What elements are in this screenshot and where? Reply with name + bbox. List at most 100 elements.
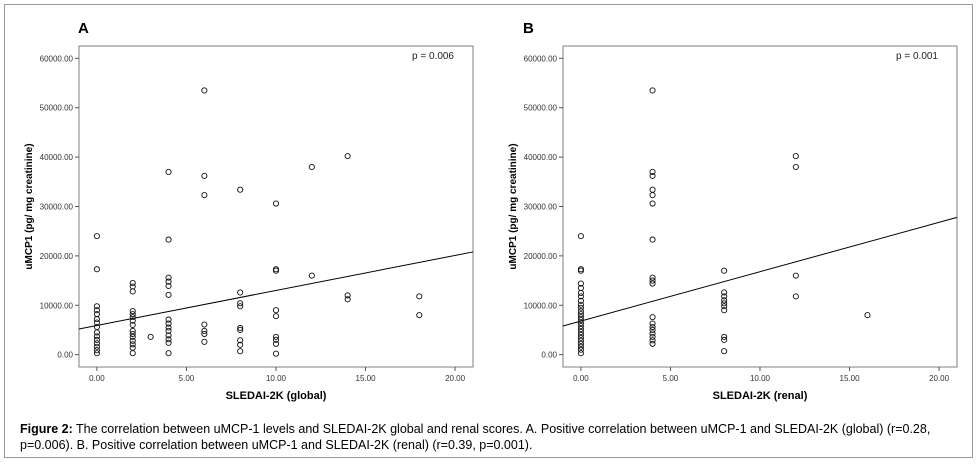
y-tick-label: 50000.00: [40, 104, 74, 113]
y-tick-label: 20000.00: [524, 252, 558, 261]
data-point: [129, 308, 136, 315]
data-point: [93, 303, 100, 310]
data-point: [577, 233, 584, 240]
y-tick-label: 40000.00: [524, 153, 558, 162]
data-point: [577, 317, 584, 324]
data-point: [201, 172, 208, 179]
data-point: [201, 330, 208, 337]
x-tick-label: 5.00: [179, 374, 195, 383]
data-point: [93, 319, 100, 326]
data-point: [237, 324, 244, 332]
data-point: [93, 350, 100, 357]
data-point: [165, 278, 172, 285]
data-point: [165, 327, 172, 334]
data-point: [93, 329, 100, 336]
data-point: [272, 267, 280, 274]
data-point: [649, 340, 656, 347]
data-point: [792, 293, 799, 300]
data-point: [165, 320, 172, 327]
data-point: [649, 186, 656, 193]
data-point: [272, 200, 280, 207]
data-point: [721, 336, 728, 343]
data-point: [237, 300, 244, 307]
data-point: [165, 291, 172, 298]
data-point: [721, 267, 728, 274]
plot-frame: [562, 45, 958, 368]
data-point: [649, 323, 656, 331]
y-axis-title: uMCP1 (pg/ mg creatinine): [24, 143, 35, 269]
data-point: [577, 304, 584, 311]
data-point: [93, 343, 100, 350]
data-point: [649, 274, 656, 281]
data-point: [237, 289, 244, 296]
data-point: [165, 339, 172, 346]
data-point: [416, 312, 423, 319]
data-point: [272, 313, 280, 320]
data-point: [165, 168, 172, 175]
data-point: [792, 272, 799, 279]
y-tick-label: 0.00: [541, 351, 557, 360]
data-point: [165, 332, 172, 339]
data-point: [165, 274, 172, 281]
figure-frame: [4, 4, 973, 458]
data-point: [272, 307, 280, 314]
data-point: [129, 350, 136, 357]
data-point: [649, 87, 656, 94]
p-value-annotation: p = 0.001: [896, 51, 938, 62]
data-point: [649, 333, 656, 340]
data-point: [577, 331, 584, 338]
x-tick-label: 20.00: [929, 374, 950, 383]
data-point: [792, 163, 799, 171]
data-point: [129, 314, 136, 321]
data-point: [577, 346, 584, 353]
data-point: [237, 337, 244, 344]
data-point: [577, 293, 584, 300]
data-point: [165, 282, 172, 290]
data-point: [165, 324, 172, 331]
data-point: [721, 289, 728, 296]
data-point: [577, 343, 584, 350]
data-point: [792, 153, 799, 160]
data-point: [416, 293, 423, 300]
data-point: [577, 301, 584, 308]
data-point: [649, 168, 656, 175]
x-axis-title: SLEDAI-2K (renal): [713, 390, 808, 402]
data-point: [577, 322, 584, 330]
data-point: [129, 327, 136, 334]
p-value-annotation: p = 0.006: [412, 51, 454, 62]
y-axis-title: uMCP1 (pg/ mg creatinine): [508, 143, 519, 269]
x-tick-label: 0.00: [573, 374, 589, 383]
caption-label: Figure 2:: [20, 422, 73, 436]
data-point: [649, 314, 656, 321]
data-point: [577, 289, 584, 296]
data-point: [165, 316, 172, 323]
data-point: [237, 348, 244, 355]
data-point: [649, 172, 656, 179]
data-point: [649, 236, 656, 243]
panel-label: B: [523, 20, 534, 37]
x-tick-label: 15.00: [356, 374, 377, 383]
data-point: [649, 337, 656, 344]
data-point: [93, 311, 100, 318]
data-point: [721, 303, 728, 310]
data-point: [577, 328, 584, 335]
data-point: [93, 316, 100, 323]
data-point: [308, 163, 315, 171]
data-point: [129, 321, 136, 329]
y-tick-label: 20000.00: [40, 252, 74, 261]
figure-caption: Figure 2: The correlation between uMCP-1…: [20, 421, 965, 453]
panel-label: A: [78, 20, 89, 37]
data-point: [129, 288, 136, 295]
data-point: [577, 325, 584, 333]
data-point: [272, 350, 280, 357]
data-point: [649, 330, 656, 337]
chart-panel-b: B 0.00 10000.00 20000.00 30000.00 40000.00 500…: [508, 20, 958, 402]
y-tick-label: 10000.00: [524, 301, 558, 310]
y-tick-label: 60000.00: [524, 54, 558, 63]
data-point: [344, 296, 351, 303]
data-point: [93, 307, 100, 314]
data-point: [577, 340, 584, 347]
data-point: [201, 327, 208, 334]
data-point: [649, 320, 656, 327]
